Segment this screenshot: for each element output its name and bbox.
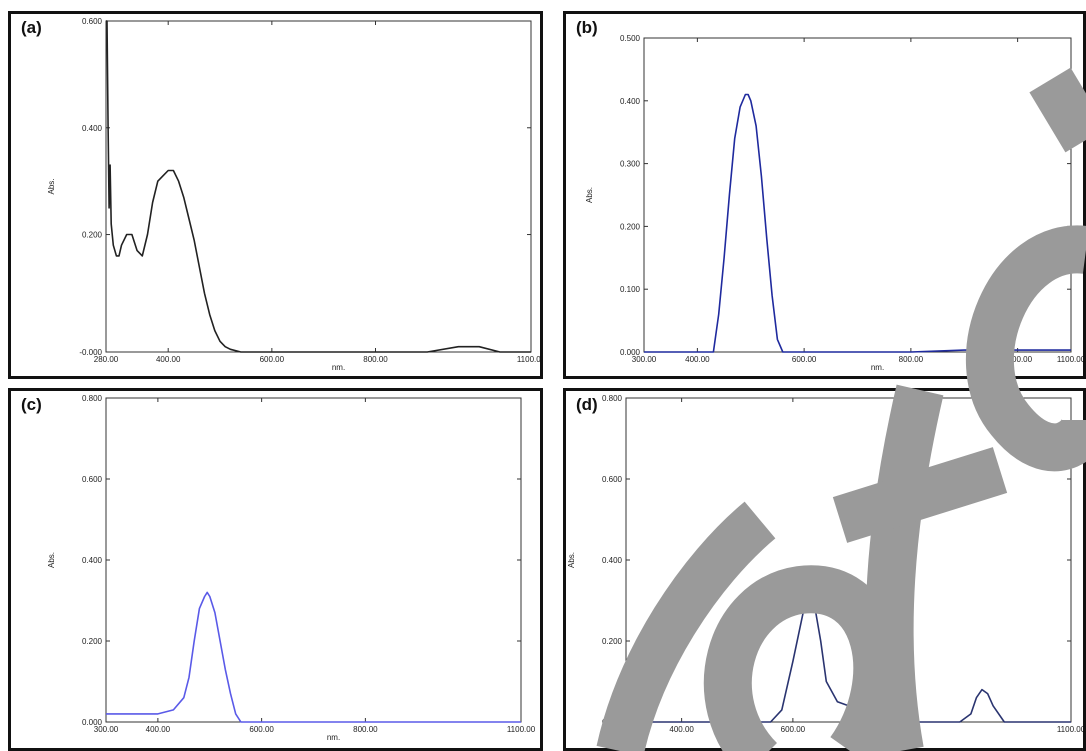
y-axis-title: Abs. (47, 552, 56, 568)
x-tick-label: 400.00 (685, 355, 710, 364)
y-tick-label: 0.200 (82, 231, 103, 240)
x-tick-label: 1100.00 (507, 725, 536, 734)
x-tick-label: 800.00 (899, 355, 924, 364)
x-axis-title: nm. (332, 363, 345, 372)
panel-label-a: (a) (21, 18, 42, 37)
y-tick-label: 0.800 (82, 394, 103, 403)
panel-label-b: (b) (576, 18, 598, 37)
panel-label-c: (c) (21, 395, 42, 414)
x-tick-label: 600.00 (781, 725, 806, 734)
x-axis-title: nm. (327, 733, 340, 742)
x-tick-label: 600.00 (792, 355, 817, 364)
plot-frame (643, 37, 1072, 353)
y-tick-label: 0.000 (602, 718, 623, 727)
y-axis-title: Abs. (567, 552, 576, 568)
y-tick-label: 0.400 (602, 556, 623, 565)
series-line (644, 93, 1071, 353)
y-tick-label: 0.200 (602, 637, 623, 646)
y-tick-label: 0.400 (82, 556, 103, 565)
plot-frame (625, 397, 1072, 723)
y-tick-label: 0.600 (602, 475, 623, 484)
chart-panel-d: (d) 300.00 400.00 600.00 800.00 1100.00 0.000… (563, 388, 1086, 751)
y-tick-label: 0.200 (620, 222, 641, 231)
chart-svg-c: 300.00 400.00 600.00 800.00 1100.00 0.000 0.20… (47, 394, 536, 742)
chart-panel-a: (a) 280.00 400.00 600.00 800.00 1100.00 -0.00… (8, 11, 543, 379)
x-tick-label: 600.00 (260, 355, 285, 364)
x-tick-label: 300.00 (632, 355, 657, 364)
y-tick-label: 0.500 (620, 34, 641, 43)
chart-svg-b: 300.00 400.00 600.00 800.00 1000.00 1100.00 0.… (585, 34, 1083, 372)
y-tick-label: 0.100 (620, 285, 641, 294)
x-axis-title: nm. (871, 363, 884, 372)
y-tick-label: 0.400 (620, 97, 641, 106)
x-tick-label: 400.00 (669, 725, 694, 734)
series-line (626, 599, 1071, 723)
x-tick-label: 300.00 (94, 725, 119, 734)
y-axis-title: Abs. (47, 178, 56, 194)
x-tick-label: 1100.00 (1057, 355, 1083, 364)
x-tick-label: 800.00 (892, 725, 917, 734)
plot-frame (105, 397, 522, 723)
y-tick-label: 0.600 (82, 475, 103, 484)
y-tick-label: 0.000 (82, 718, 103, 727)
series-line (106, 591, 521, 723)
x-tick-label: 400.00 (156, 355, 181, 364)
x-tick-label: 1100.00 (1057, 725, 1083, 734)
y-tick-label: 0.300 (620, 160, 641, 169)
series-line (106, 20, 531, 353)
y-tick-label: 0.800 (602, 394, 623, 403)
plot-frame (105, 20, 532, 353)
y-axis-title: Abs. (585, 187, 594, 203)
x-axis-title: nm. (862, 733, 875, 742)
chart-panel-c: (c) 300.00 400.00 600.00 800.00 1100.00 0.000… (8, 388, 543, 751)
y-tick-label: 0.200 (82, 637, 103, 646)
chart-svg-a: 280.00 400.00 600.00 800.00 1100.00 -0.000 0.2… (47, 17, 540, 372)
x-tick-label: 600.00 (249, 725, 274, 734)
x-tick-label: 1000.00 (1003, 355, 1032, 364)
y-tick-label: 0.000 (620, 348, 641, 357)
x-tick-label: 1100.00 (517, 355, 540, 364)
chart-svg-d: 300.00 400.00 600.00 800.00 1100.000.0000.20… (567, 394, 1083, 742)
x-tick-label: 800.00 (363, 355, 388, 364)
x-tick-label: 800.00 (353, 725, 378, 734)
chart-panel-b: (b) 300.00 400.00 600.00 800.00 1000.00 1100.… (563, 11, 1086, 379)
y-tick-label: 0.400 (82, 124, 103, 133)
x-tick-label: 280.00 (94, 355, 119, 364)
panel-label-d: (d) (576, 395, 598, 414)
x-tick-label: 400.00 (146, 725, 171, 734)
y-tick-label: -0.000 (79, 348, 102, 357)
y-tick-label: 0.600 (82, 17, 103, 26)
